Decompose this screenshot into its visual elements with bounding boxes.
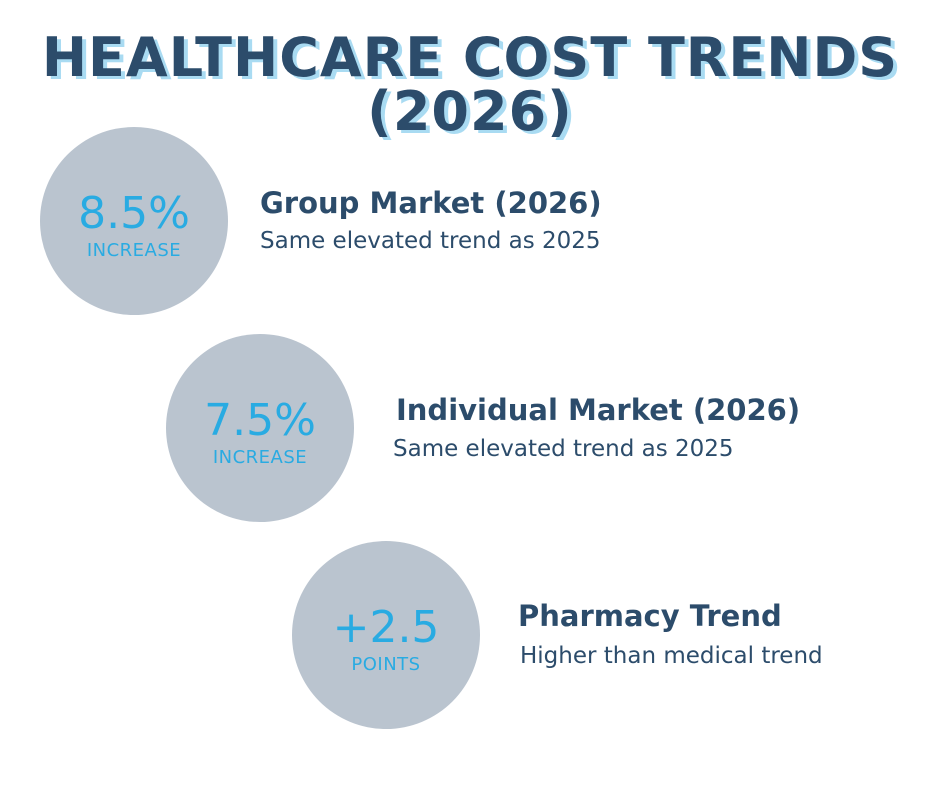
stat-circle-pharmacy: +2.5 POINTS xyxy=(292,541,480,729)
stat-unit: INCREASE xyxy=(86,240,182,261)
title-line-2: (2026) xyxy=(367,80,573,143)
stat-value: 7.5% xyxy=(204,395,316,446)
subtitle-individual-market: Same elevated trend as 2025 xyxy=(393,436,734,462)
stat-value: +2.5 xyxy=(332,602,440,653)
stat-value: 8.5% xyxy=(78,188,190,239)
title-line-1: HEALTHCARE COST TRENDS xyxy=(41,26,899,89)
heading-group-market: Group Market (2026) xyxy=(260,186,602,220)
heading-individual-market: Individual Market (2026) xyxy=(396,393,801,427)
stat-circle-group: 8.5% INCREASE xyxy=(40,127,228,315)
subtitle-group-market: Same elevated trend as 2025 xyxy=(260,228,601,254)
stat-unit: INCREASE xyxy=(212,447,308,468)
stat-unit: POINTS xyxy=(351,654,421,675)
heading-pharmacy-trend: Pharmacy Trend xyxy=(518,599,782,633)
stat-circle-individual: 7.5% INCREASE xyxy=(166,334,354,522)
subtitle-pharmacy-trend: Higher than medical trend xyxy=(520,643,823,669)
